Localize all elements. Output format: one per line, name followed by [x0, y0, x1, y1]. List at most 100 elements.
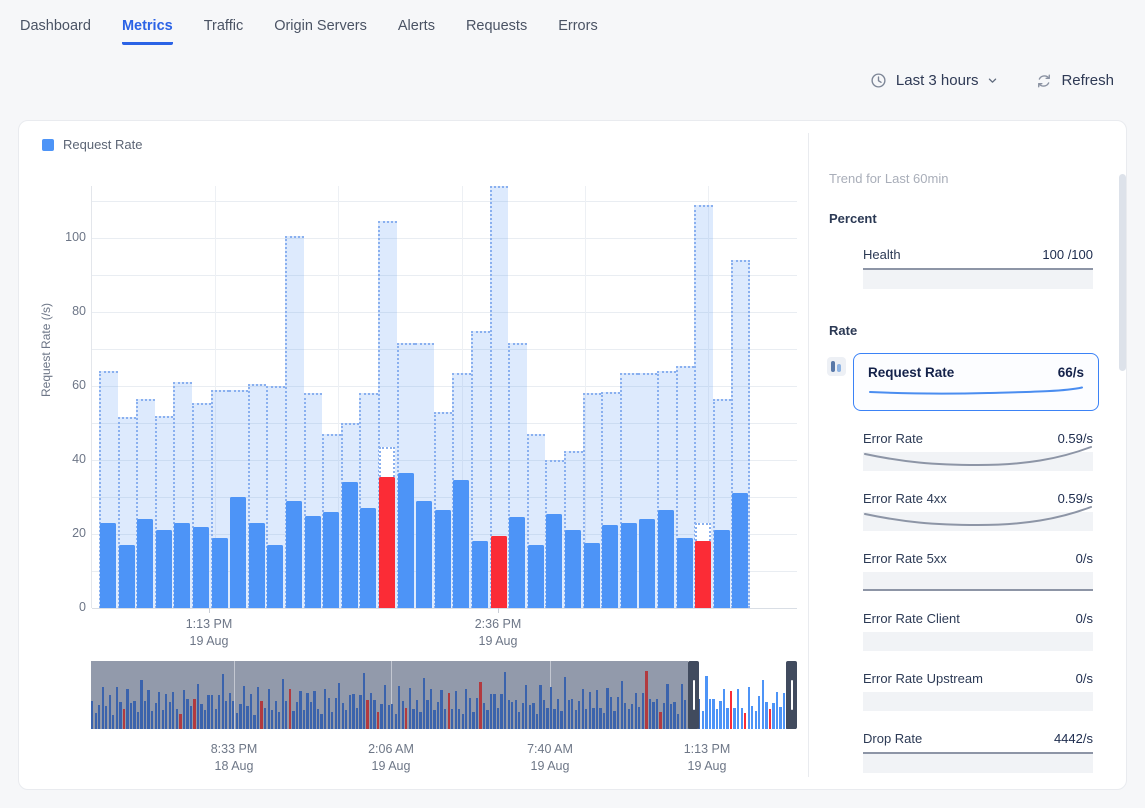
minimap-bar	[775, 691, 779, 729]
minimap-bar	[373, 700, 376, 729]
trend-sidebar: Trend for Last 60min Percent Health 100 /1…	[811, 171, 1101, 773]
metric-row-head: Error Rate Client 0/s	[863, 611, 1093, 626]
gridline	[391, 661, 392, 729]
request-rate-bar	[713, 530, 730, 608]
minimap-bar	[451, 708, 454, 729]
tab-alerts[interactable]: Alerts	[397, 17, 435, 34]
minimap-bar	[433, 710, 436, 729]
minimap-bar	[747, 687, 750, 729]
metric-row-health[interactable]: Health 100 /100	[863, 247, 1093, 289]
minimap-bar	[285, 700, 288, 729]
minimap-bar	[348, 694, 351, 729]
gridline	[92, 349, 797, 350]
minimap-bar	[380, 703, 383, 729]
minimap-bar	[253, 714, 256, 729]
gridline	[92, 497, 797, 498]
request-rate-bar	[248, 522, 265, 608]
minimap-bar	[627, 709, 630, 729]
y-tick-label: 60	[72, 378, 86, 392]
minimap-bar	[539, 684, 542, 729]
request-rate-bar	[527, 545, 544, 608]
time-range-label: Last 3 hours	[895, 72, 979, 89]
minimap-bar	[511, 702, 514, 729]
request-rate-bar	[695, 541, 712, 608]
sidebar-scrollbar[interactable]	[1119, 174, 1126, 371]
timeline-brush[interactable]	[91, 661, 797, 729]
metric-row-head: Drop Rate 4442/s	[863, 731, 1093, 746]
minimap-bar	[736, 688, 740, 729]
minimap-bar	[249, 694, 253, 729]
request-rate-bar	[434, 509, 451, 608]
metric-row-error-rate-4xx[interactable]: Error Rate 4xx 0.59/s	[863, 491, 1093, 531]
tab-requests[interactable]: Requests	[465, 17, 528, 34]
tab-origin-servers[interactable]: Origin Servers	[274, 17, 367, 34]
metric-row-error-rate-5xx[interactable]: Error Rate 5xx 0/s	[863, 551, 1093, 591]
minimap-bar	[458, 708, 461, 729]
minimap-bar	[391, 703, 394, 729]
minimap-bar	[779, 706, 782, 729]
sparkline-flat	[863, 268, 1093, 270]
minimap-bar	[147, 689, 150, 729]
minimap-bar	[535, 713, 539, 729]
minimap-bar	[641, 693, 644, 729]
request-rate-bar	[658, 509, 674, 608]
minimap-bar	[493, 693, 496, 729]
minimap-bar	[246, 705, 249, 729]
minimap-bar	[419, 711, 422, 729]
clock-icon	[870, 72, 887, 89]
section-header-rate: Rate	[829, 323, 858, 338]
handle-grip	[692, 680, 695, 710]
time-range-select[interactable]: Last 3 hours	[870, 72, 999, 89]
request-rate-chart[interactable]: Request Rate (/s) 0 20 40 60 80 100 1:13 PM 19 …	[39, 186, 797, 648]
refresh-button[interactable]: Refresh	[1036, 72, 1114, 89]
gridline	[338, 186, 339, 608]
minimap-bar	[429, 688, 433, 729]
metric-row-error-rate-client[interactable]: Error Rate Client 0/s	[863, 611, 1093, 651]
request-rate-bar	[304, 515, 321, 608]
minimap-bar	[564, 677, 567, 729]
minimap-bar	[274, 700, 277, 729]
minimap-bar	[98, 704, 101, 729]
bar-chart-icon-bar	[837, 364, 841, 372]
minimap-bar	[165, 693, 168, 729]
request-rate-bar	[416, 500, 433, 608]
metric-row-drop-rate[interactable]: Drop Rate 4442/s	[863, 731, 1093, 773]
gridline	[92, 201, 797, 202]
minimap-bar	[168, 702, 171, 729]
request-rate-bar	[602, 524, 619, 608]
minimap-bar	[655, 698, 659, 729]
minimap-bar	[341, 703, 344, 729]
metric-row-head: Request Rate 66/s	[854, 354, 1098, 380]
minimap-bar	[235, 712, 239, 729]
minimap-bar	[454, 690, 457, 729]
minimap-bar	[200, 703, 203, 729]
minimap-bar	[486, 709, 489, 729]
minimap-bar	[567, 699, 570, 729]
minimap-bar	[122, 708, 126, 729]
minimap-bar	[232, 700, 235, 729]
metric-row-error-rate[interactable]: Error Rate 0.59/s	[863, 431, 1093, 471]
metric-row-request-rate-selected[interactable]: Request Rate 66/s	[853, 353, 1099, 411]
minimap-bar	[338, 683, 341, 729]
minimap-bar	[369, 692, 373, 729]
brush-handle-left[interactable]	[688, 661, 699, 729]
minimap-bar	[295, 702, 299, 729]
request-rate-bar	[565, 530, 581, 608]
tab-metrics[interactable]: Metrics	[121, 12, 173, 45]
minimap-bar	[772, 702, 775, 729]
tab-traffic[interactable]: Traffic	[203, 17, 244, 34]
minimap-bar	[542, 700, 546, 729]
tab-dashboard[interactable]: Dashboard	[20, 17, 91, 34]
minimap-bar	[684, 699, 687, 729]
chart-legend[interactable]: Request Rate	[42, 137, 143, 152]
minimap-bar	[129, 703, 133, 729]
minimap-bar	[151, 710, 154, 729]
request-rate-bar	[360, 508, 377, 608]
brush-handle-right[interactable]	[786, 661, 797, 729]
minimap-bar	[560, 711, 563, 729]
metric-label: Error Rate 4xx	[863, 491, 947, 506]
metric-row-error-rate-upstream[interactable]: Error Rate Upstream 0/s	[863, 671, 1093, 711]
tab-errors[interactable]: Errors	[558, 17, 598, 34]
minimap-bar	[182, 689, 186, 729]
